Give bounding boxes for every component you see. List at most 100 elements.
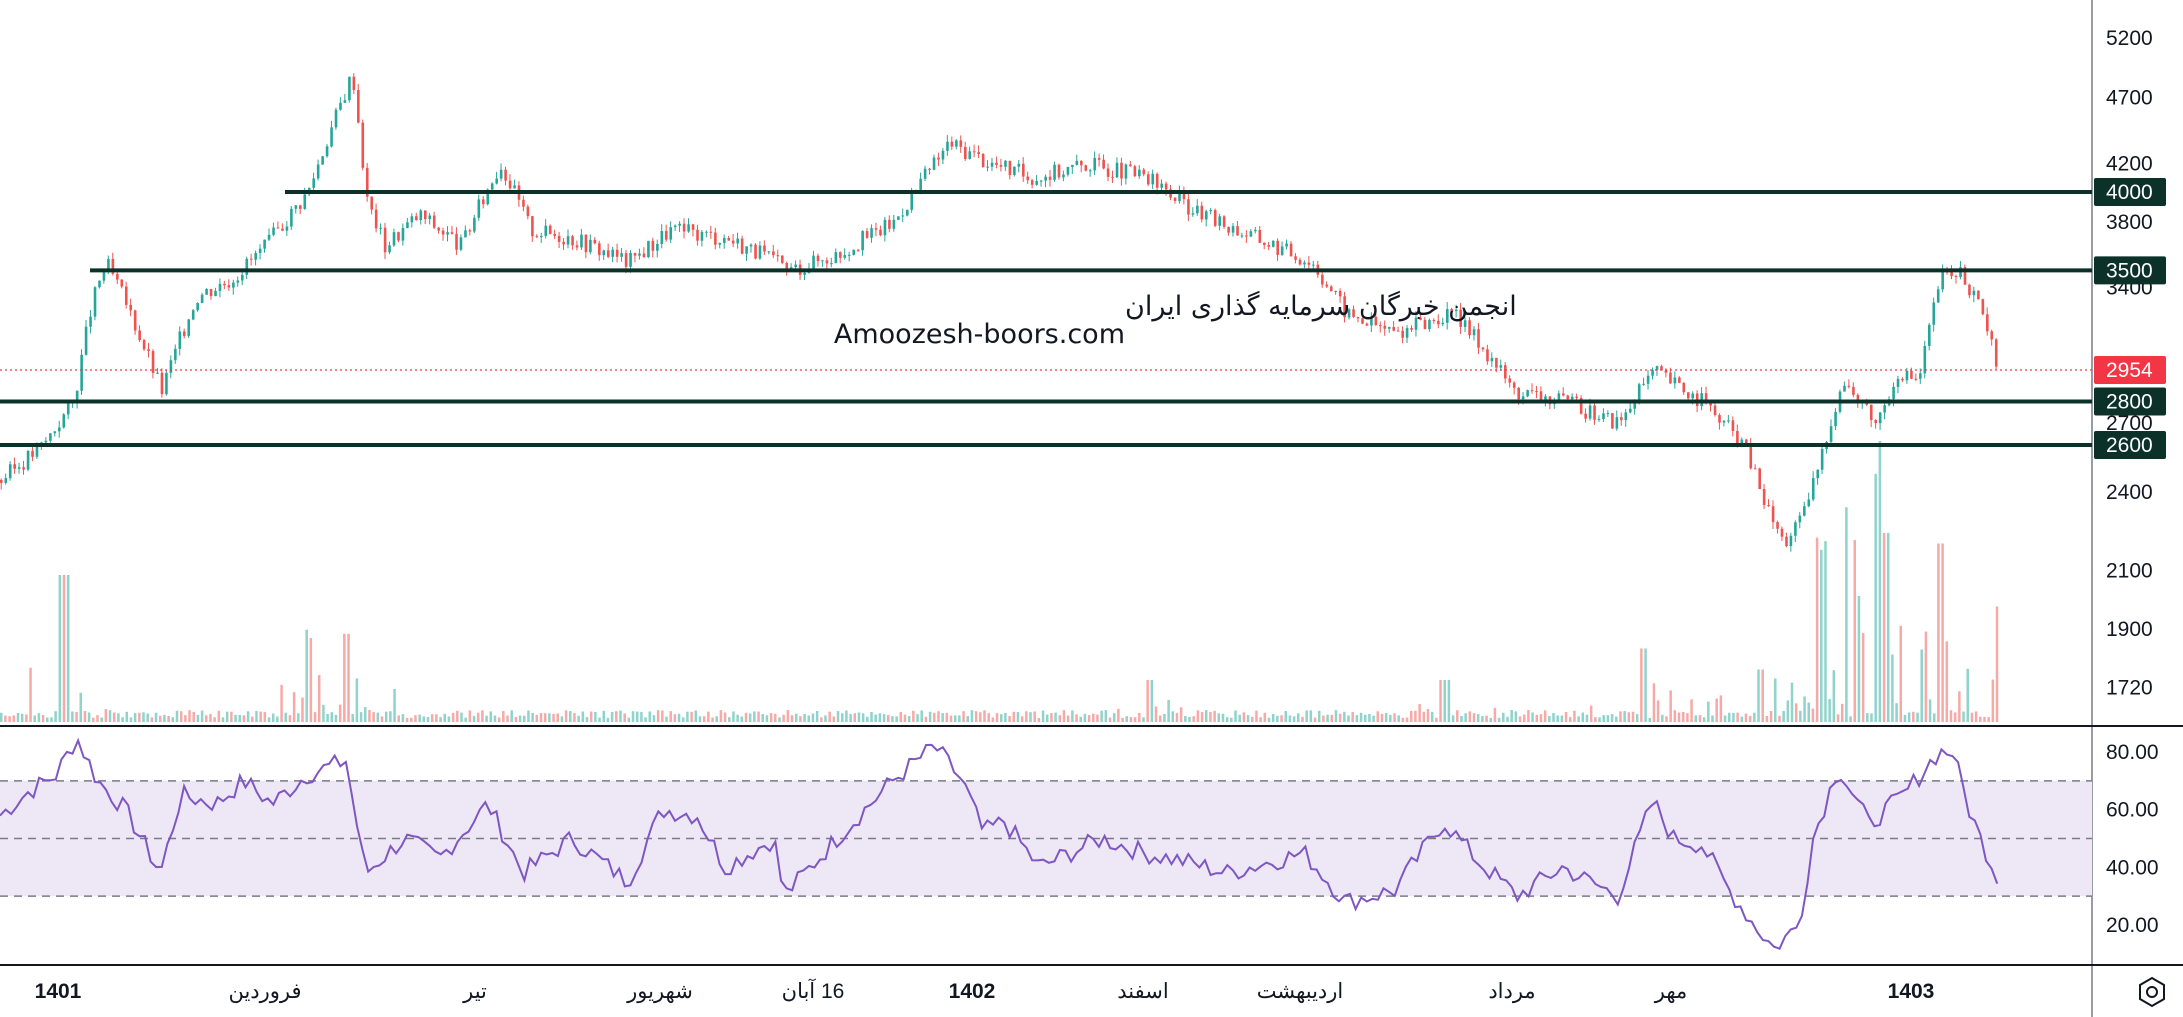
- candle-body: [1481, 347, 1485, 350]
- volume-bar: [472, 715, 476, 722]
- candle-body: [950, 141, 954, 147]
- candle-body: [1338, 290, 1342, 297]
- candle-body: [1691, 393, 1695, 399]
- candle-body: [379, 227, 382, 229]
- candle-body: [700, 232, 704, 241]
- volume-bar: [1736, 712, 1739, 722]
- candle-body: [348, 76, 351, 101]
- volume-bar: [836, 711, 840, 722]
- candle-body: [669, 227, 673, 240]
- candle-body: [1767, 505, 1770, 507]
- volume-bar: [1100, 710, 1103, 722]
- candle-body: [544, 225, 548, 236]
- candle-body: [1414, 317, 1418, 330]
- candle-body: [1102, 159, 1105, 169]
- rsi-tick-label: 20.00: [2106, 914, 2159, 937]
- candle-body: [1325, 284, 1329, 287]
- candle-body: [1602, 413, 1605, 419]
- volume-bar: [564, 710, 568, 722]
- candle-body: [450, 232, 454, 234]
- price-tick-label: 5200: [2106, 27, 2153, 50]
- candle-body: [1736, 431, 1739, 446]
- volume-bar: [263, 712, 267, 722]
- candle-body: [299, 205, 302, 209]
- candle-body: [901, 215, 905, 217]
- volume-bar: [1033, 711, 1036, 722]
- volume-bar: [1217, 713, 1221, 722]
- volume-bar: [585, 717, 589, 722]
- volume-bar: [1338, 713, 1342, 722]
- volume-bar: [1702, 717, 1706, 722]
- time-axis-label: مهر: [1654, 980, 1688, 1004]
- volume-bar: [1594, 717, 1597, 722]
- candle-body: [1526, 390, 1529, 397]
- candle-body: [633, 252, 637, 256]
- chart-settings-button[interactable]: [2135, 975, 2169, 1009]
- volume-bar: [435, 714, 438, 722]
- volume-bar: [1355, 715, 1359, 722]
- volume-bar: [376, 712, 380, 722]
- volume-bar: [966, 716, 970, 722]
- volume-bar: [1230, 717, 1233, 722]
- volume-bar: [1815, 537, 1819, 722]
- volume-bar: [1267, 717, 1271, 722]
- candle-body: [1383, 325, 1387, 329]
- candle-body: [1579, 398, 1583, 414]
- volume-bar: [1983, 716, 1986, 722]
- volume-bar: [138, 712, 141, 722]
- volume-bar: [845, 710, 848, 722]
- volume-bar: [652, 715, 656, 722]
- volume-bar: [987, 713, 990, 722]
- candle-body: [870, 228, 873, 238]
- volume-bar: [1899, 625, 1903, 722]
- candle-body: [1401, 330, 1404, 338]
- candle-body: [1669, 372, 1672, 384]
- volume-bar: [1627, 712, 1631, 722]
- candle-body: [1088, 170, 1092, 172]
- candle-body: [285, 226, 289, 231]
- time-axis-label: 1402: [949, 980, 996, 1003]
- candle-body: [1129, 164, 1132, 167]
- time-axis-label: تیر: [462, 980, 487, 1004]
- candle-body: [1365, 323, 1369, 326]
- candle-body: [1231, 226, 1235, 233]
- candle-body: [861, 231, 864, 251]
- volume-bar: [1774, 678, 1777, 722]
- volume-bar: [1443, 680, 1446, 722]
- volume-bar: [46, 717, 49, 722]
- candle-body: [1445, 309, 1449, 323]
- volume-bar: [422, 716, 426, 722]
- candle-body: [93, 287, 97, 317]
- volume-bar: [121, 717, 124, 722]
- volume-bar: [12, 715, 16, 722]
- candle-body: [66, 402, 70, 415]
- volume-bar: [1309, 710, 1313, 722]
- volume-bar: [485, 715, 488, 722]
- volume-bar: [230, 711, 233, 722]
- candle-body: [664, 231, 668, 240]
- volume-bar: [569, 711, 572, 722]
- volume-bar: [1037, 717, 1041, 722]
- volume-bar: [983, 710, 986, 722]
- candle-body: [1570, 396, 1574, 400]
- volume-bar: [828, 711, 831, 722]
- candle-body: [227, 285, 231, 288]
- candle-body: [196, 303, 199, 311]
- candle-body: [1829, 426, 1833, 442]
- candle-body: [258, 248, 262, 253]
- volume-bar: [301, 697, 304, 722]
- candle-body: [548, 225, 552, 234]
- volume-bar: [606, 717, 610, 722]
- volume-bar: [418, 714, 421, 722]
- candle-body: [589, 239, 592, 253]
- candle-body: [1164, 183, 1168, 190]
- candle-body: [1048, 176, 1052, 180]
- candle-body: [1142, 169, 1146, 175]
- candle-body: [1026, 176, 1030, 181]
- volume-bar: [1255, 710, 1258, 722]
- volume-bar: [79, 692, 82, 722]
- candle-body: [812, 255, 815, 269]
- volume-bar: [351, 714, 354, 722]
- candle-body: [1173, 197, 1177, 202]
